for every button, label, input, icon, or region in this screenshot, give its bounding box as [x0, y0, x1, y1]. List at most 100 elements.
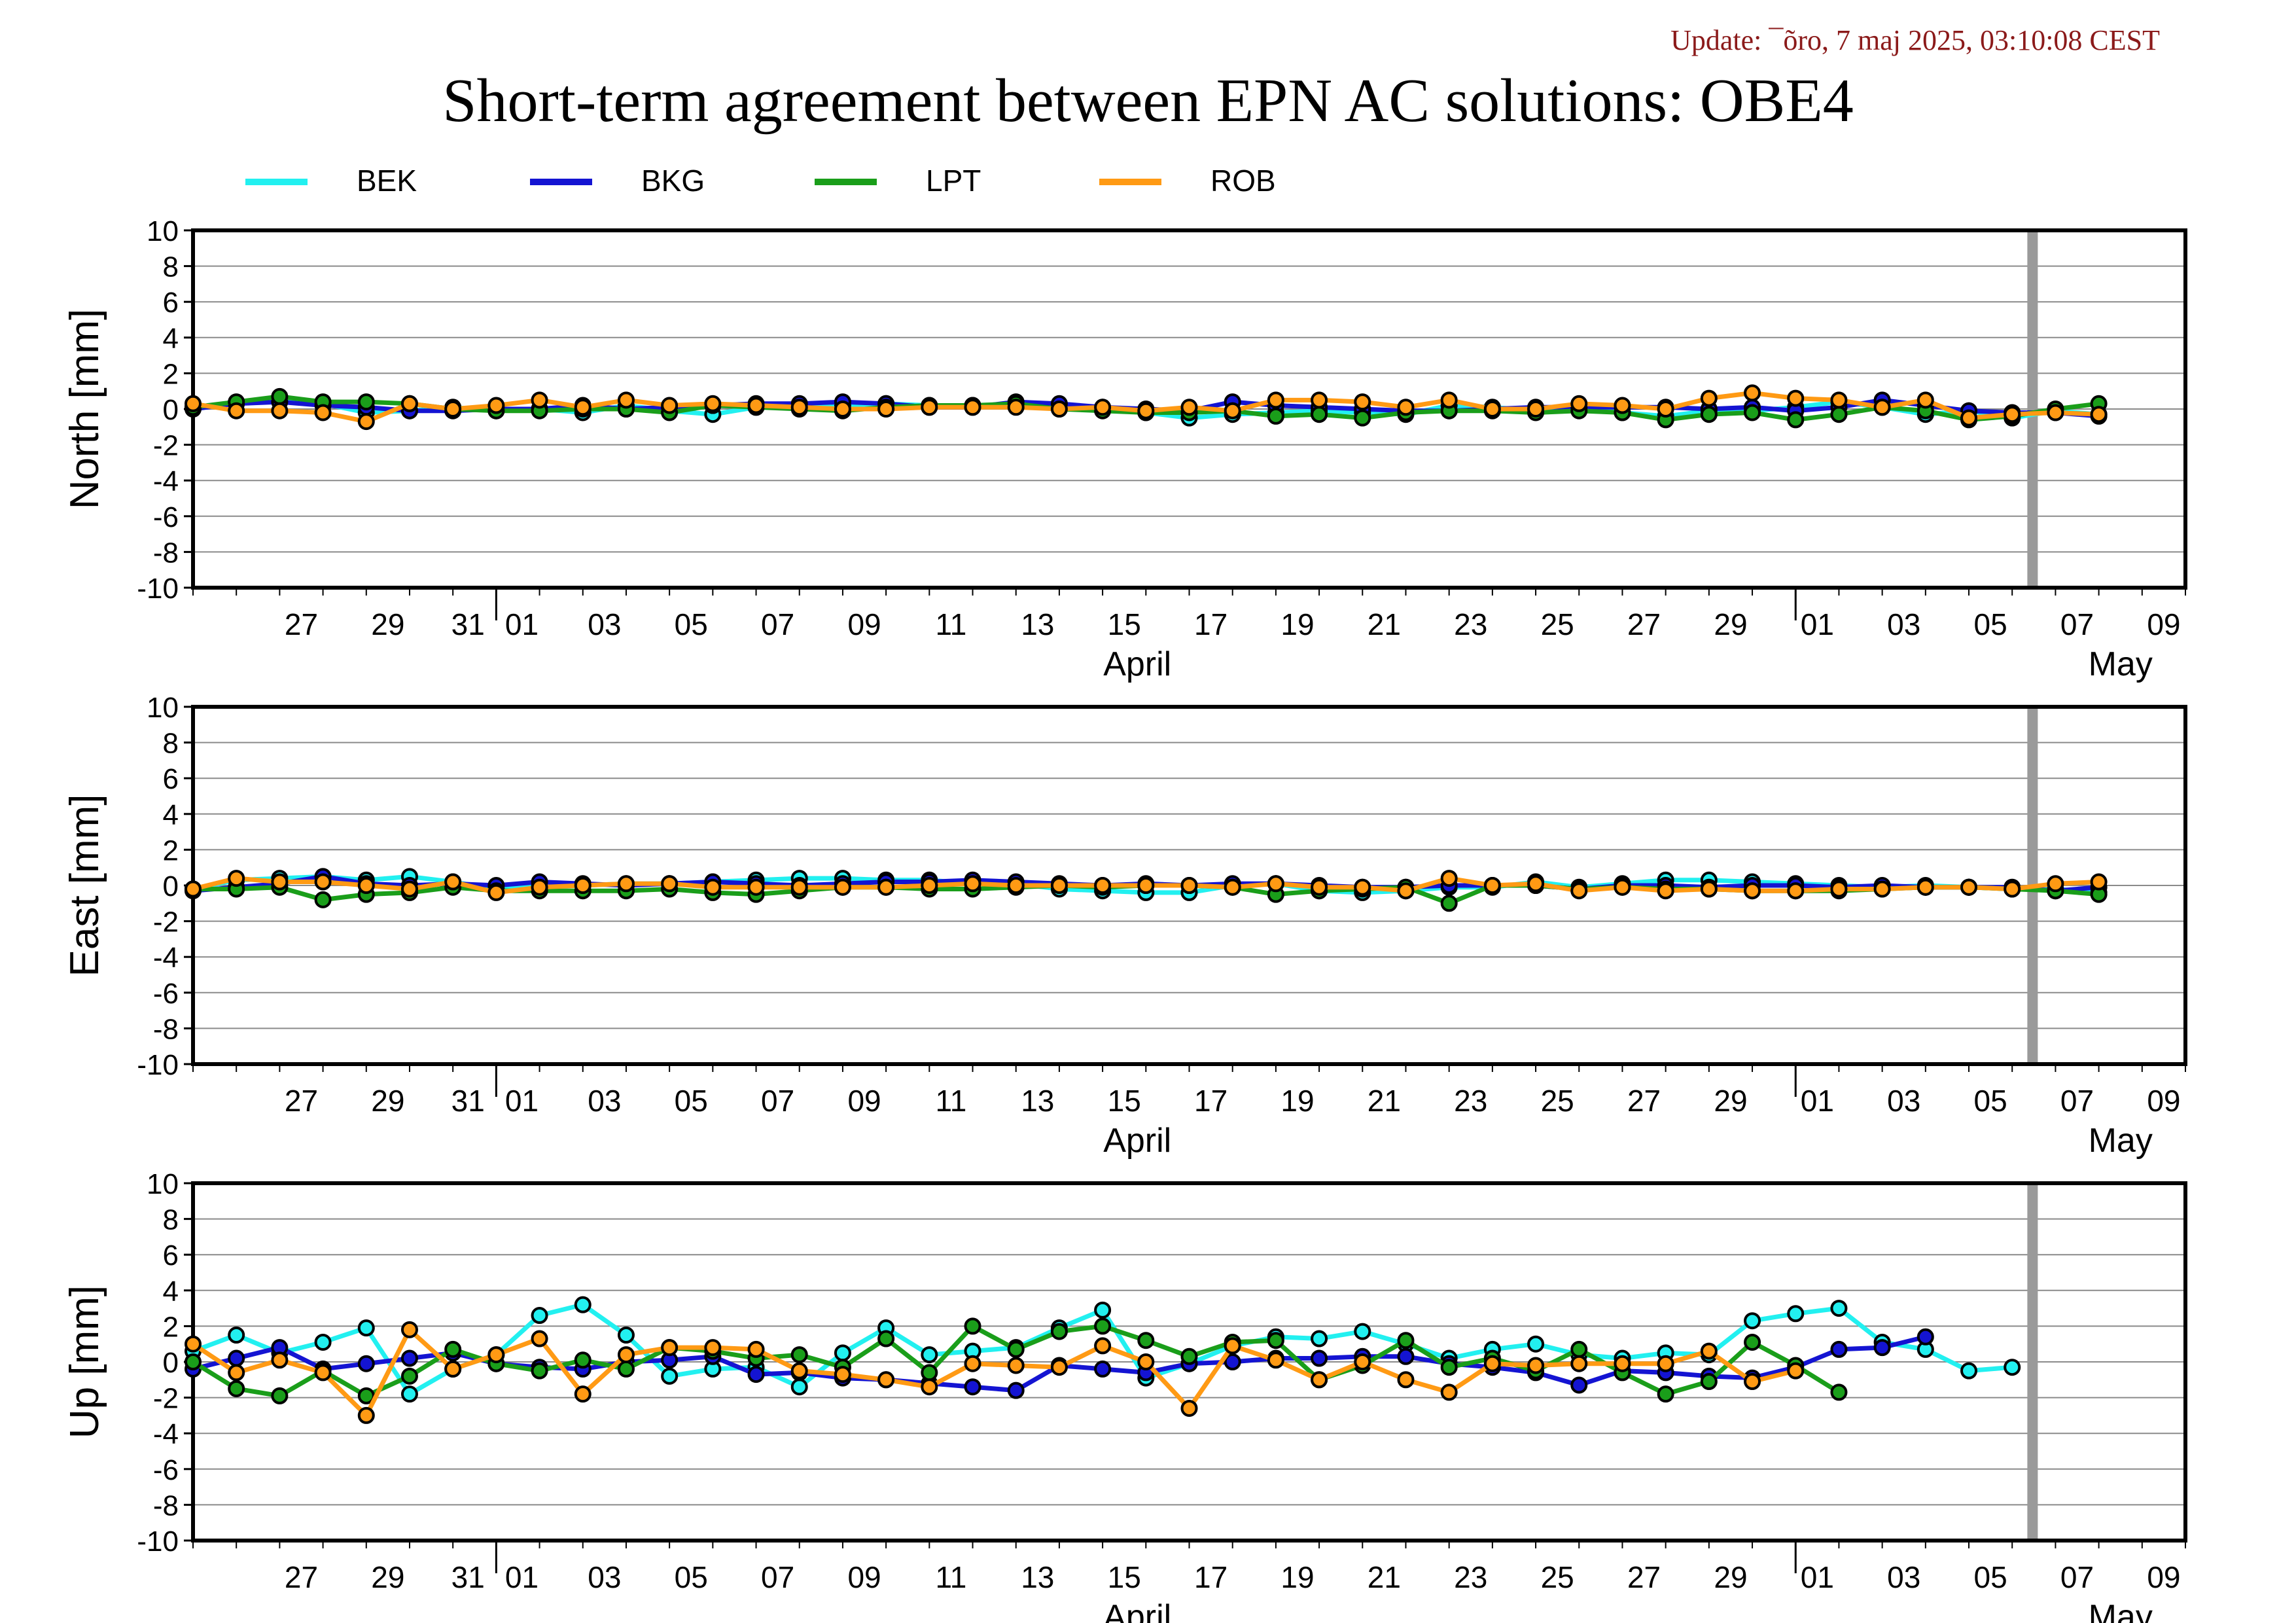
- data-point-rob: [1267, 1351, 1284, 1369]
- data-point-lpt: [357, 1387, 375, 1404]
- y-tick-label: 6: [163, 287, 179, 319]
- data-point-lpt: [1830, 1383, 1848, 1401]
- x-tick-label: 17: [1194, 1084, 1227, 1118]
- data-point-rob: [1570, 395, 1588, 412]
- data-point-rob: [964, 399, 981, 416]
- data-point-rob: [964, 875, 981, 893]
- x-tick-label: 09: [2147, 1560, 2180, 1594]
- data-point-rob: [1960, 878, 1978, 896]
- data-point-bek: [661, 1367, 679, 1385]
- series-line-rob: [192, 1327, 1797, 1418]
- x-tick-label: 01: [1801, 1560, 1834, 1594]
- data-point-rob: [921, 877, 938, 894]
- x-tick-label: 31: [451, 1084, 485, 1118]
- x-tick-label: 27: [285, 1560, 318, 1594]
- data-point-rob: [1224, 1337, 1241, 1355]
- data-point-lpt: [1700, 406, 1718, 423]
- y-tick-label: 0: [163, 870, 179, 902]
- month-label-may: May: [2089, 645, 2153, 683]
- data-point-rob: [314, 1364, 332, 1382]
- data-point-lpt: [790, 1346, 808, 1364]
- data-point-rob: [747, 397, 765, 414]
- data-point-lpt: [444, 1340, 462, 1358]
- data-point-lpt: [1007, 1340, 1025, 1358]
- data-point-bek: [400, 1385, 418, 1403]
- x-tick-label: 21: [1368, 1084, 1401, 1118]
- data-point-lpt: [314, 891, 332, 908]
- data-point-rob: [1397, 882, 1415, 900]
- data-point-rob: [1916, 391, 1934, 409]
- data-point-bek: [357, 1319, 375, 1337]
- data-point-rob: [1830, 880, 1848, 898]
- panel-east: 10 86 42 0 -2 -4 -6-8 -10 East [mm] 27 29 31 01 03 05 0…: [62, 692, 2187, 1160]
- data-point-lpt: [921, 1364, 938, 1382]
- data-point-rob: [1787, 1362, 1805, 1380]
- data-point-rob: [444, 401, 462, 418]
- data-point-rob: [1180, 399, 1198, 416]
- data-point-rob: [1744, 384, 1761, 402]
- data-point-rob: [1873, 399, 1891, 416]
- data-point-rob: [2004, 406, 2021, 423]
- data-point-bek: [921, 1346, 938, 1364]
- x-tick-label: 05: [675, 1084, 708, 1118]
- x-tick-label: 13: [1021, 1084, 1054, 1118]
- data-point-bek: [228, 1327, 245, 1344]
- data-point-rob: [834, 401, 851, 418]
- data-point-lpt: [1787, 411, 1805, 429]
- y-tick-label: -2: [153, 430, 179, 462]
- data-point-rob: [1354, 393, 1371, 411]
- data-point-rob: [1354, 1353, 1371, 1370]
- data-point-bek: [314, 1333, 332, 1351]
- data-point-rob: [2004, 880, 2021, 898]
- y-tick-label: 4: [163, 323, 179, 355]
- data-point-lpt: [1440, 895, 1458, 912]
- data-point-rob: [1007, 1357, 1025, 1374]
- data-point-rob: [661, 1339, 679, 1357]
- data-point-lpt: [271, 387, 289, 405]
- data-point-bek: [1311, 1330, 1328, 1347]
- data-point-rob: [704, 395, 722, 412]
- y-axis-label: North [mm]: [62, 309, 107, 510]
- data-point-lpt: [617, 1360, 635, 1378]
- data-point-bek: [574, 1296, 592, 1313]
- x-tick-label: 01: [1801, 607, 1834, 641]
- month-label-april: April: [1103, 1122, 1171, 1160]
- data-point-rob: [704, 1339, 722, 1357]
- data-point-bek: [1744, 1312, 1761, 1330]
- y-axis-label: Up [mm]: [62, 1285, 107, 1438]
- data-point-lpt: [1744, 404, 1761, 421]
- x-tick-label: 27: [1627, 607, 1661, 641]
- chart-title: Short-term agreement between EPN AC solu…: [442, 67, 1854, 135]
- data-point-rob: [228, 1364, 245, 1382]
- data-point-lpt: [357, 393, 375, 411]
- y-tick-label: -6: [153, 1454, 179, 1486]
- data-point-lpt: [964, 1317, 981, 1335]
- data-point-rob: [1440, 1383, 1458, 1401]
- x-tick-label: 05: [675, 607, 708, 641]
- x-tick-label: 09: [2147, 607, 2180, 641]
- x-tick-label: 25: [1541, 1084, 1574, 1118]
- y-tick-label: 8: [163, 728, 179, 760]
- data-point-lpt: [1744, 1333, 1761, 1351]
- data-point-rob: [790, 399, 808, 416]
- data-point-lpt: [1311, 406, 1328, 423]
- data-point-lpt: [877, 1330, 895, 1347]
- data-point-rob: [747, 878, 765, 896]
- data-point-rob: [1354, 878, 1371, 896]
- data-point-bkg: [1830, 1340, 1848, 1358]
- data-point-bkg: [1094, 1360, 1112, 1378]
- data-point-bkg: [1397, 1347, 1415, 1365]
- x-tick-label: 01: [505, 607, 539, 641]
- data-point-rob: [574, 1385, 592, 1403]
- data-point-rob: [2047, 875, 2064, 893]
- data-point-lpt: [1700, 1373, 1718, 1391]
- data-point-lpt: [400, 1367, 418, 1385]
- data-point-lpt: [1397, 1332, 1415, 1349]
- x-tick-label: 09: [2147, 1084, 2180, 1118]
- x-tick-label: 17: [1194, 607, 1227, 641]
- data-point-rob: [1311, 1371, 1328, 1389]
- x-tick-label: 19: [1280, 1084, 1314, 1118]
- data-point-rob: [877, 1371, 895, 1389]
- data-point-rob: [314, 873, 332, 891]
- data-point-rob: [1657, 401, 1674, 418]
